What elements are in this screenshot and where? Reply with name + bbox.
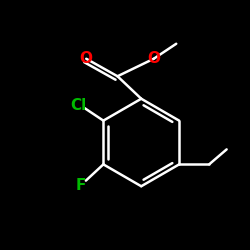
Text: F: F <box>76 178 86 193</box>
Text: Cl: Cl <box>70 98 86 113</box>
Text: O: O <box>80 51 93 66</box>
Text: O: O <box>147 51 160 66</box>
